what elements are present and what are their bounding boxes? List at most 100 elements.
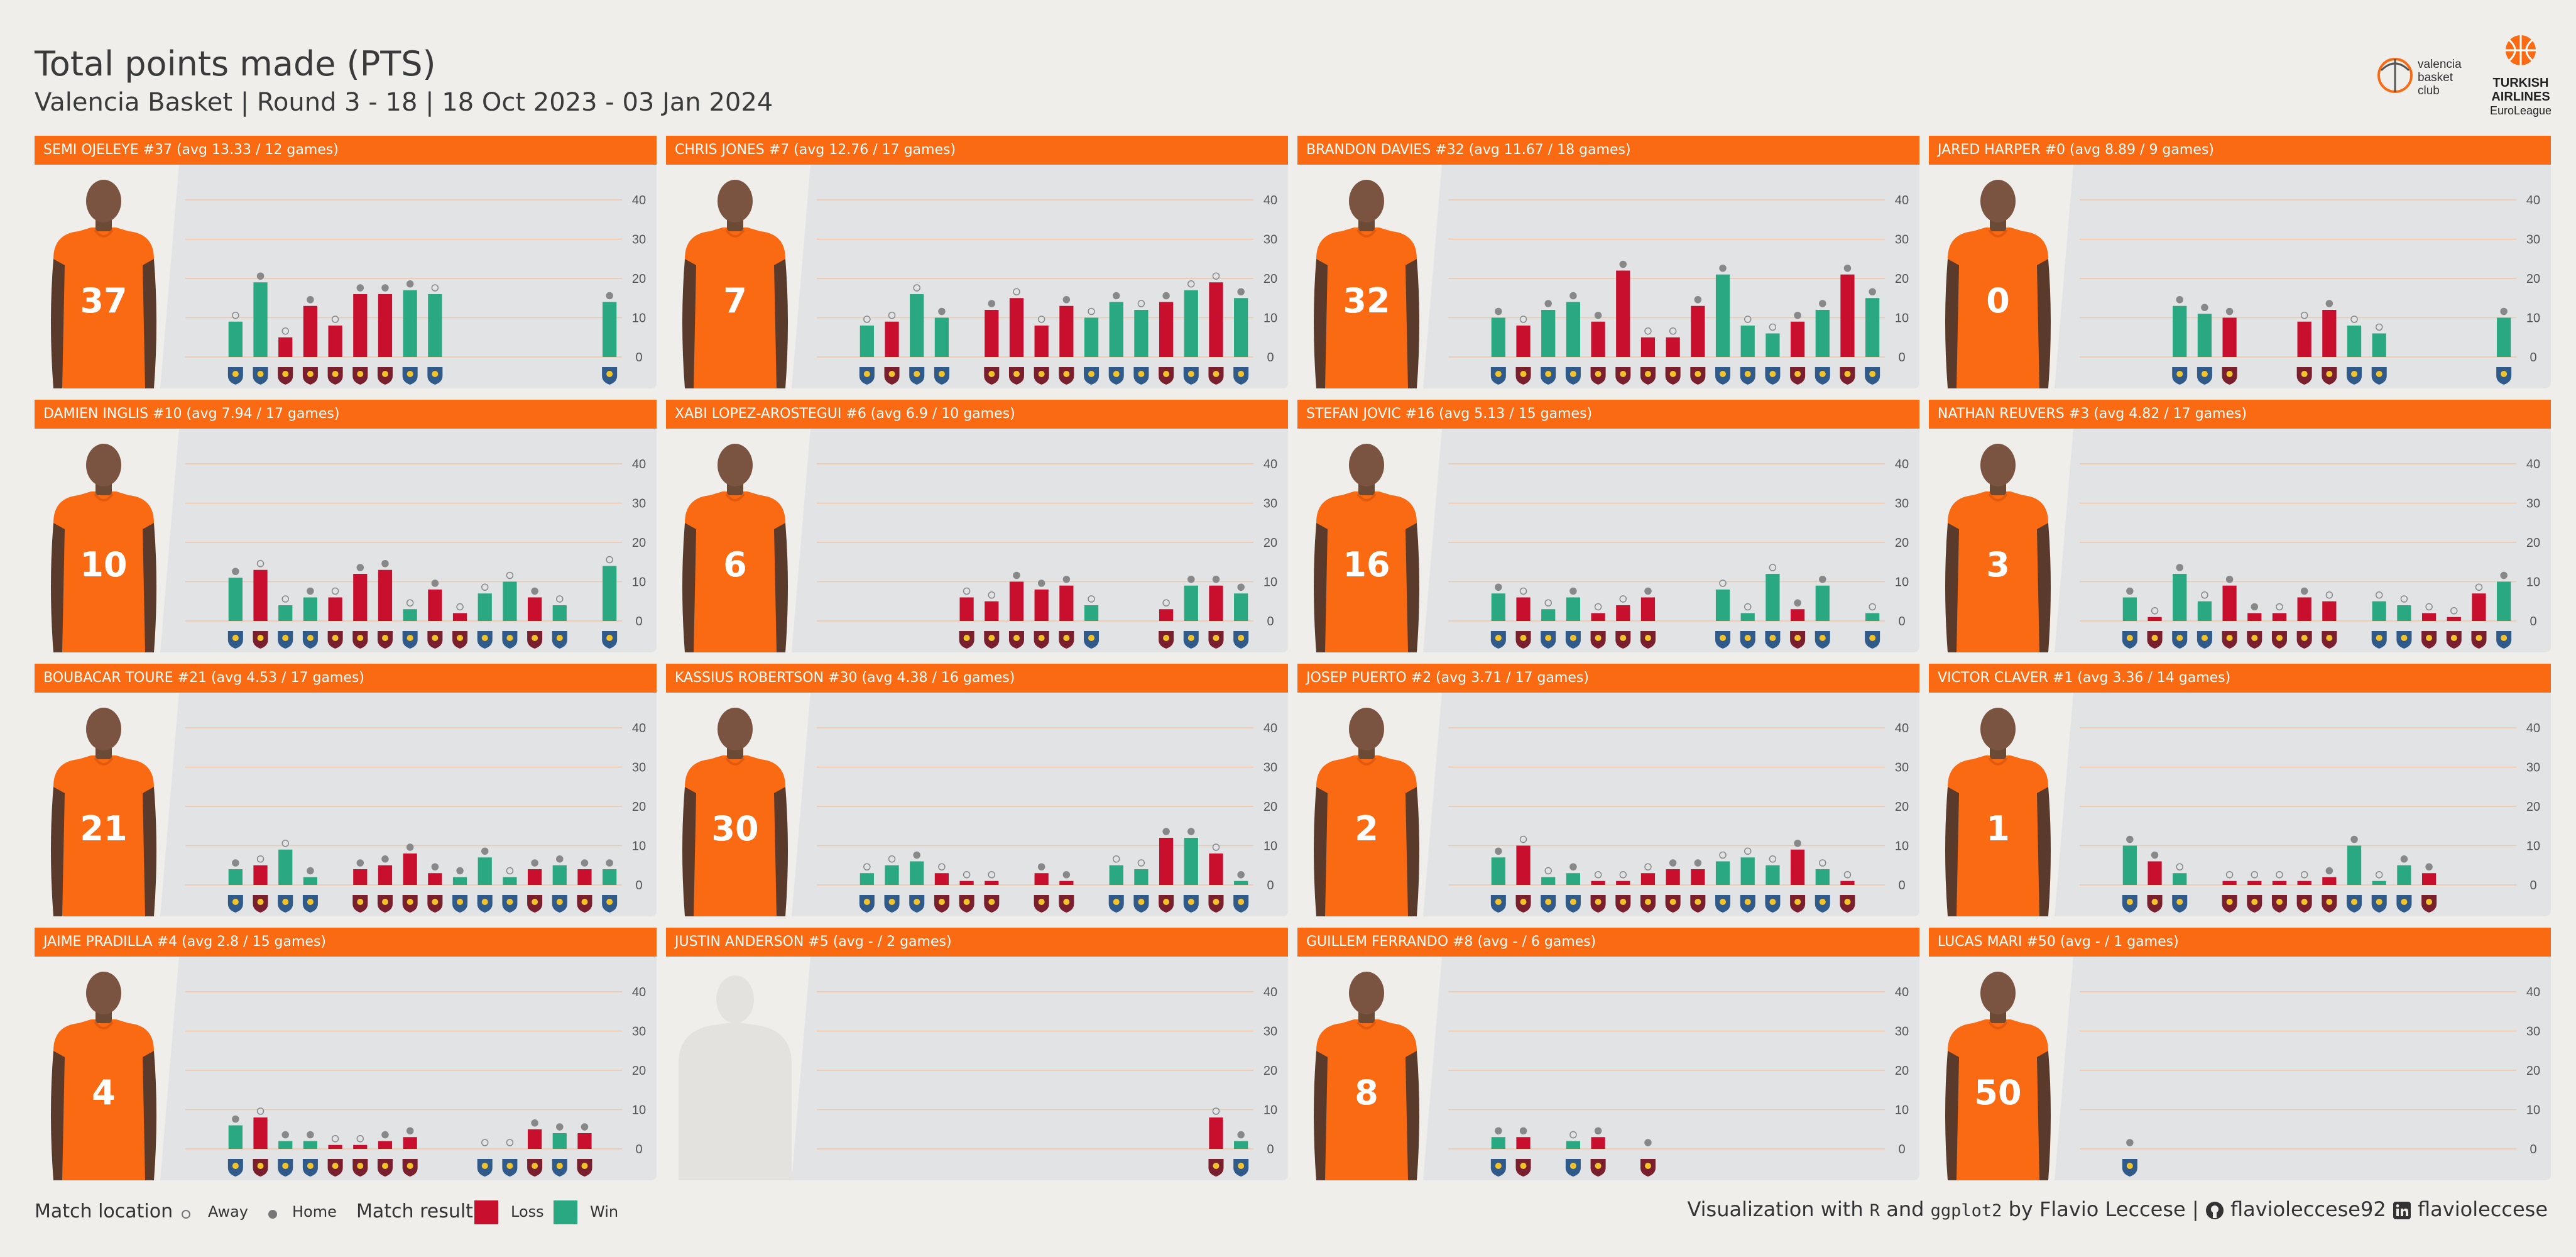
opponent-logo xyxy=(2371,631,2387,649)
bar xyxy=(228,1125,243,1149)
bar xyxy=(228,869,243,885)
jersey-number: 10 xyxy=(80,545,127,585)
away-marker xyxy=(1519,316,1527,323)
home-marker xyxy=(1719,265,1727,272)
bar xyxy=(503,877,517,885)
player-panel: LUCAS MARI #50 (avg - / 1 games) 0 10 20 30 4… xyxy=(1929,928,2551,1180)
home-marker xyxy=(1843,265,1852,272)
opponent-logo xyxy=(2271,895,2287,913)
bar xyxy=(1034,590,1049,621)
away-marker xyxy=(1819,859,1826,867)
credit-github[interactable]: flavioleccese92 xyxy=(2230,1197,2386,1221)
home-marker xyxy=(1013,571,1020,579)
bar xyxy=(1034,326,1049,357)
y-tick-label: 20 xyxy=(2526,1064,2540,1078)
y-tick-label: 30 xyxy=(1263,497,1277,511)
legend-loss-swatch xyxy=(474,1200,498,1224)
bar xyxy=(1234,881,1248,885)
bar xyxy=(603,869,617,885)
opponent-logo xyxy=(2122,631,2137,649)
opponent-logo xyxy=(2122,1159,2137,1177)
bar xyxy=(303,877,318,885)
opponent-logo xyxy=(427,367,443,385)
legend-home-marker xyxy=(268,1210,277,1219)
opponent-logo xyxy=(1159,895,1174,913)
bar xyxy=(253,282,268,357)
bar xyxy=(1541,877,1556,885)
home-marker xyxy=(431,579,439,587)
opponent-logo xyxy=(1084,367,1100,385)
opponent-logo xyxy=(577,1159,592,1177)
home-marker xyxy=(2126,835,2134,843)
legend-away-label: Away xyxy=(208,1203,248,1221)
y-tick-label: 10 xyxy=(632,840,646,854)
y-tick-label: 20 xyxy=(632,536,646,550)
away-marker xyxy=(356,1135,364,1143)
opponent-logo xyxy=(2122,895,2137,913)
y-tick-label: 10 xyxy=(1895,840,1909,854)
y-tick-label: 20 xyxy=(2526,272,2540,286)
bar xyxy=(1109,865,1123,885)
away-marker xyxy=(2276,871,2283,879)
bar xyxy=(1740,613,1755,621)
opponent-logo xyxy=(2172,631,2188,649)
bar xyxy=(1591,1137,1605,1149)
jersey-number: 7 xyxy=(723,281,747,321)
y-tick-label: 20 xyxy=(632,1064,646,1078)
opponent-logo xyxy=(2296,895,2312,913)
bar xyxy=(1159,302,1174,357)
opponent-logo xyxy=(909,895,925,913)
home-marker xyxy=(381,560,389,568)
opponent-logo xyxy=(934,895,949,913)
opponent-logo xyxy=(959,631,974,649)
opponent-logo xyxy=(2222,367,2237,385)
linkedin-icon xyxy=(2393,1202,2411,1219)
bar xyxy=(2173,873,2187,885)
away-marker xyxy=(506,1139,514,1146)
away-marker xyxy=(2300,871,2308,879)
opponent-logo xyxy=(2421,631,2437,649)
jersey-number: 8 xyxy=(1355,1073,1378,1112)
opponent-logo xyxy=(302,631,318,649)
home-marker xyxy=(356,564,364,571)
credit-line: Visualization with R and ggplot2 by Flav… xyxy=(1687,1197,2548,1221)
away-marker xyxy=(1088,595,1095,603)
bar xyxy=(1009,298,1024,357)
opponent-logo xyxy=(253,631,268,649)
away-marker xyxy=(963,871,971,879)
y-tick-label: 10 xyxy=(1263,576,1277,590)
y-tick-label: 40 xyxy=(2526,194,2540,207)
bar xyxy=(228,321,243,357)
home-marker xyxy=(1037,579,1045,587)
bar xyxy=(1234,593,1248,621)
away-marker xyxy=(1544,599,1552,607)
bar xyxy=(885,321,899,357)
player-panel: SEMI OJELEYE #37 (avg 13.33 / 12 games) 0… xyxy=(35,136,657,388)
bar xyxy=(527,1129,542,1149)
opponent-logo xyxy=(1490,895,1506,913)
opponent-logo xyxy=(2197,367,2212,385)
y-tick-label: 0 xyxy=(1267,351,1274,365)
opponent-logo xyxy=(377,1159,393,1177)
club-logo-line-1: valencia xyxy=(2418,58,2462,71)
y-tick-label: 30 xyxy=(1895,497,1909,511)
opponent-logo xyxy=(278,1159,293,1177)
home-marker xyxy=(606,292,613,300)
bar xyxy=(603,566,617,621)
opponent-logo xyxy=(2471,631,2487,649)
away-marker xyxy=(1744,603,1752,611)
credit-linkedin[interactable]: flavioleccese xyxy=(2418,1197,2548,1221)
bar xyxy=(2297,321,2311,357)
player-panel: GUILLEM FERRANDO #8 (avg - / 6 games) 0 10… xyxy=(1297,928,1919,1180)
opponent-logo xyxy=(2247,631,2262,649)
home-marker xyxy=(1794,312,1801,319)
player-panel: BOUBACAR TOURE #21 (avg 4.53 / 17 games)… xyxy=(35,664,657,916)
bar xyxy=(2297,597,2311,621)
league-logo-line-1: TURKISH xyxy=(2493,76,2549,90)
y-tick-label: 30 xyxy=(2526,1025,2540,1039)
bar xyxy=(860,326,874,357)
bar xyxy=(2397,865,2411,885)
opponent-logo xyxy=(1183,631,1199,649)
opponent-logo xyxy=(227,367,243,385)
y-tick-label: 30 xyxy=(1895,761,1909,775)
